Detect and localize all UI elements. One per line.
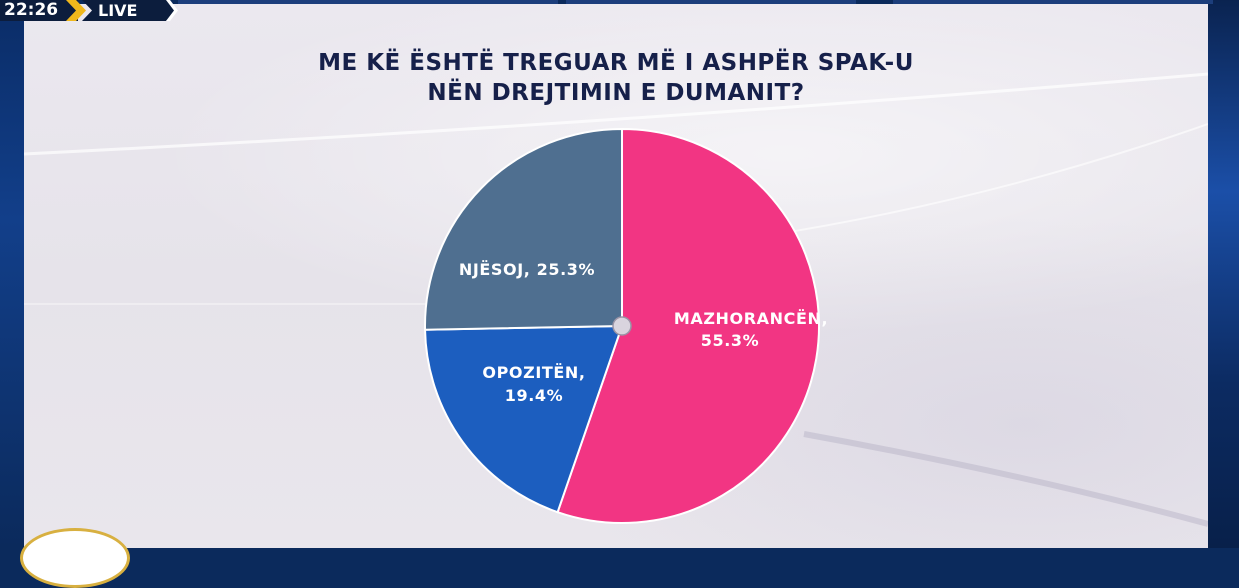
chart-title-line-1: ME KË ËSHTË TREGUAR MË I ASHPËR SPAK-U xyxy=(318,50,914,76)
studio-top-strip xyxy=(566,0,856,4)
slice-label-njesoj: NJËSOJ, 25.3% xyxy=(459,260,595,279)
studio-background-left xyxy=(0,0,24,548)
slice-label-mazhorancen: MAZHORANCËN, xyxy=(674,309,828,328)
studio-top-strip xyxy=(893,0,1213,4)
live-label: LIVE xyxy=(98,1,138,20)
slice-value-mazhorancen: 55.3% xyxy=(701,331,760,350)
slice-njesoj xyxy=(424,127,623,331)
chart-title-line-2: NËN DREJTIMIN E DUMANIT? xyxy=(427,80,805,106)
pie-center-dot xyxy=(612,316,632,336)
pie-chart: MAZHORANCËN, 55.3% OPOZITËN, 19.4% NJËSO… xyxy=(424,127,828,524)
poll-screen: ME KË ËSHTË TREGUAR MË I ASHPËR SPAK-U N… xyxy=(24,4,1208,548)
chart-title: ME KË ËSHTË TREGUAR MË I ASHPËR SPAK-U N… xyxy=(24,48,1208,108)
slice-label-opoziten: OPOZITËN, xyxy=(482,363,585,382)
live-chevron-icon xyxy=(66,0,178,21)
broadcast-clock: 22:26 xyxy=(0,0,78,21)
studio-background-right xyxy=(1208,0,1239,548)
live-ticker: 22:26 LIVE xyxy=(0,0,178,21)
studio-top-strip xyxy=(178,0,558,4)
channel-logo-badge xyxy=(20,528,130,588)
slice-opoziten xyxy=(424,324,624,514)
slice-value-opoziten: 19.4% xyxy=(505,386,564,405)
